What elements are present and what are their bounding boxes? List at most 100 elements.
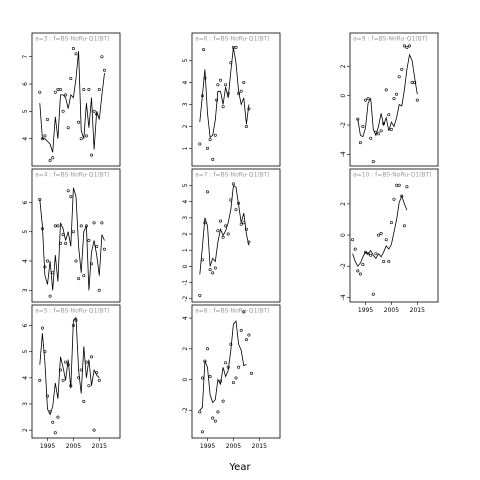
data-point [216, 229, 220, 233]
panel-strip-label: a=7 : f=BS-NoRu-Q1(BT) [195, 172, 270, 179]
data-point [208, 374, 212, 378]
data-point [69, 384, 73, 388]
data-point [415, 98, 419, 102]
data-point [371, 292, 375, 296]
panel-frame [31, 168, 121, 303]
panel-frame [349, 32, 439, 167]
data-point [66, 126, 70, 130]
data-point [356, 117, 360, 121]
data-point [92, 428, 96, 432]
y-tick-label: 3 [22, 288, 29, 292]
data-point [395, 183, 399, 187]
y-tick-label: 2 [22, 428, 29, 432]
data-point [247, 107, 251, 111]
data-point [71, 230, 75, 234]
data-point [361, 125, 365, 129]
data-point [410, 81, 414, 85]
data-point [371, 160, 375, 164]
data-point [198, 142, 202, 146]
data-point [221, 399, 225, 403]
panel-frame [31, 304, 121, 439]
y-tick-label: 0 [182, 264, 189, 268]
data-point [382, 122, 386, 126]
data-point [58, 88, 62, 92]
data-point [92, 109, 96, 113]
data-point [239, 89, 243, 93]
data-point [211, 157, 215, 161]
panel-strip-label: a=4 : f=BS-NoRu-Q1(BT) [35, 172, 110, 179]
data-point [211, 416, 215, 420]
data-point [221, 235, 225, 239]
y-tick-label: 5 [22, 350, 29, 354]
y-tick-label: 0 [340, 94, 347, 98]
y-tick-label: 3 [182, 102, 189, 106]
data-point [224, 224, 228, 228]
data-point [353, 247, 357, 251]
x-tick-label: 2015 [92, 443, 107, 450]
data-point [77, 376, 81, 380]
y-tick-label: 1 [182, 248, 189, 252]
data-point [100, 55, 104, 59]
y-tick-label: 5 [182, 58, 189, 62]
y-tick-label: -2 [182, 407, 189, 413]
y-tick-label: -2 [182, 296, 189, 302]
data-point [400, 194, 404, 198]
data-point [51, 156, 55, 160]
y-tick-label: 2 [340, 202, 347, 206]
data-point [92, 221, 96, 225]
data-point [400, 67, 404, 71]
data-point [79, 224, 83, 228]
series-line [39, 316, 100, 416]
y-tick-label: 1 [182, 146, 189, 150]
data-point [77, 120, 81, 124]
data-point [395, 92, 399, 96]
panel-a5: a=5 : f=BS-NoRu-Q1(BT) 2 3 4 5 6 1995 2005 2015 [22, 304, 121, 450]
x-tick-label: 1995 [40, 443, 55, 450]
data-point [247, 240, 251, 244]
y-tick-label: 0 [182, 377, 189, 381]
data-point [239, 328, 243, 332]
data-point [211, 271, 215, 275]
data-point [374, 252, 378, 256]
data-point [244, 227, 248, 231]
series-line [39, 51, 105, 153]
series-line [352, 194, 408, 267]
data-point [95, 371, 99, 375]
data-point [397, 75, 401, 79]
x-tick-label: 1995 [358, 307, 373, 314]
data-point [231, 381, 235, 385]
data-point [200, 430, 204, 434]
data-point [53, 90, 57, 94]
data-point [363, 98, 367, 102]
data-point [213, 266, 217, 270]
x-tick-label: 2005 [384, 307, 399, 314]
data-point [208, 268, 212, 272]
data-point [56, 88, 60, 92]
data-point [90, 153, 94, 157]
data-point [203, 359, 207, 363]
data-point [103, 247, 107, 251]
y-tick-label: 5 [22, 230, 29, 234]
x-axis-label: Year [228, 462, 251, 473]
data-point [384, 88, 388, 92]
data-point [219, 379, 223, 383]
data-point [38, 198, 42, 202]
data-point [389, 127, 393, 131]
y-tick-label: -2 [340, 263, 347, 269]
data-point [363, 250, 367, 254]
data-point [242, 81, 246, 85]
data-point [358, 272, 362, 276]
data-point [226, 365, 230, 369]
y-tick-label: 6 [22, 323, 29, 327]
panel-frame [191, 304, 281, 439]
data-point [413, 81, 417, 85]
data-point [208, 138, 212, 142]
data-point [379, 232, 383, 236]
data-point [51, 420, 55, 424]
data-point [74, 318, 78, 322]
data-point [103, 68, 107, 72]
y-tick-label: 3 [182, 216, 189, 220]
data-point [43, 350, 47, 354]
y-tick-label: 6 [22, 82, 29, 86]
y-tick-label: 2 [182, 124, 189, 128]
